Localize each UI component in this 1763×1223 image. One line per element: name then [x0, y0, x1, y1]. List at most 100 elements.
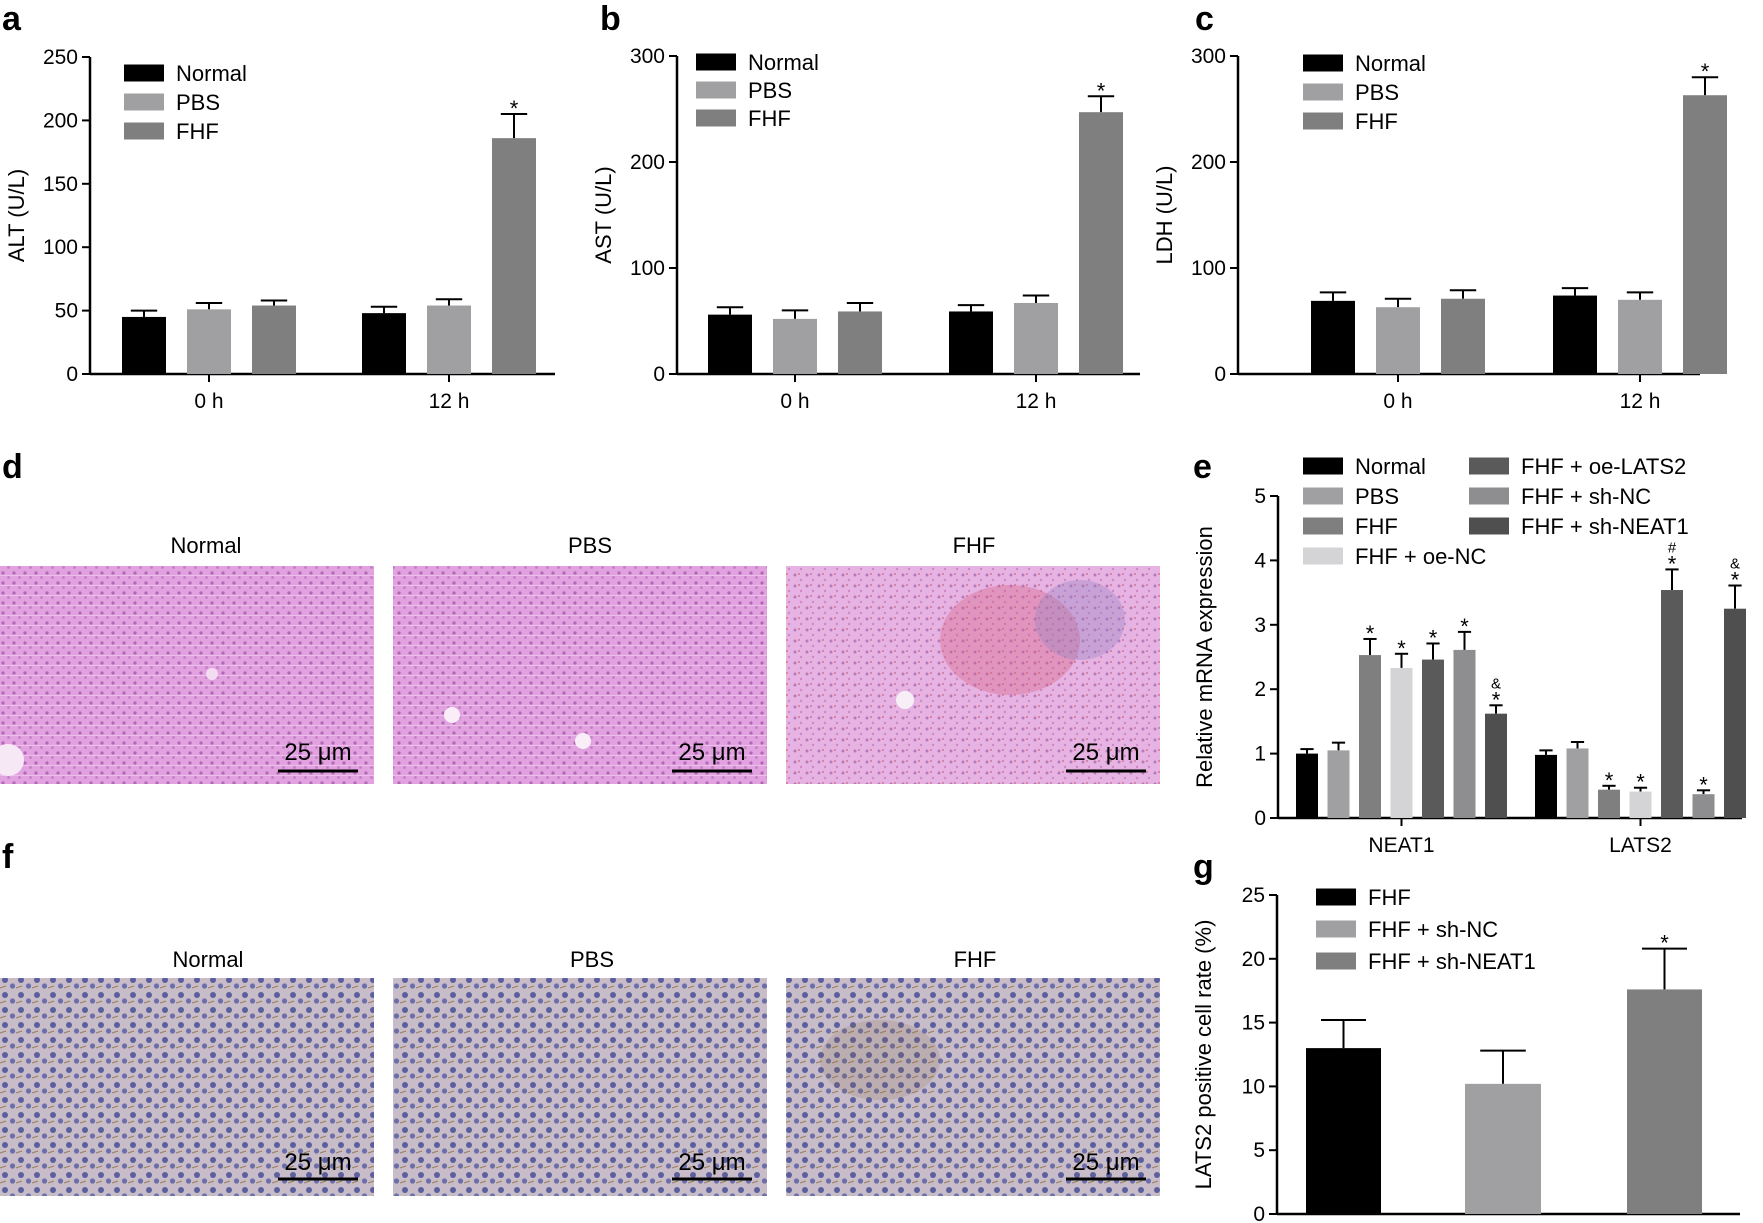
significance-mark: *	[1429, 625, 1438, 650]
y-tick-label: 200	[43, 109, 78, 132]
bar-fhf	[492, 138, 536, 374]
y-tick-label: 3	[1254, 614, 1266, 637]
bar-normal	[362, 313, 406, 374]
y-axis-label: Relative mRNA expression	[1192, 526, 1217, 788]
legend-swatch-fhf	[696, 109, 736, 127]
legend-label-fhf: FHF	[1368, 885, 1411, 910]
significance-mark: *	[1460, 614, 1469, 639]
scale-bar-label: 25 μm	[678, 1149, 745, 1176]
y-tick-label: 150	[43, 173, 78, 196]
he-micrograph-normal	[0, 566, 374, 784]
bar-fhf-sh-neat1	[1485, 713, 1507, 818]
bar-fhf-oe-lats2	[1422, 659, 1444, 818]
bar-fhf	[1359, 655, 1381, 818]
legend-swatch-fhf-sh-nc	[1316, 920, 1356, 938]
bar-fhf	[1441, 298, 1485, 374]
bar-normal	[1296, 753, 1318, 818]
bar-fhf	[838, 311, 882, 374]
y-tick-label: 100	[43, 236, 78, 259]
y-tick-label: 0	[1254, 807, 1266, 830]
panel-label-b: b	[600, 0, 621, 38]
significance-mark: *	[1699, 772, 1708, 797]
significance-mark: *	[1636, 770, 1645, 795]
he-micrograph-fhf	[786, 566, 1160, 784]
bar-fhf-sh-neat1	[1724, 608, 1746, 818]
ihc-micrograph-fhf	[786, 978, 1160, 1196]
significance-mark: *	[1366, 621, 1375, 646]
bar-fhf-sh-neat1	[1627, 989, 1702, 1214]
legend-label-pbs: PBS	[1355, 484, 1399, 509]
legend-swatch-fhf	[1303, 112, 1343, 130]
legend-label-fhf: FHF	[1355, 514, 1398, 539]
legend-swatch-normal	[1303, 457, 1343, 475]
scale-bar-label: 25 μm	[1072, 739, 1139, 766]
vessel-lumen	[896, 691, 914, 709]
legend-swatch-fhf	[1303, 517, 1343, 535]
panel-label-f: f	[2, 838, 14, 876]
bar-fhf	[1079, 112, 1123, 375]
legend-label-pbs: PBS	[176, 90, 220, 115]
legend-swatch-fhf-sh-neat1	[1469, 517, 1509, 535]
legend-label-normal: Normal	[748, 50, 819, 75]
bar-fhf	[1306, 1048, 1381, 1214]
legend-label-normal: Normal	[1355, 454, 1426, 479]
y-tick-label: 50	[55, 300, 78, 323]
bar-fhf-sh-nc	[1453, 649, 1476, 818]
ihc-micrograph-normal	[0, 978, 374, 1196]
legend-label-pbs: PBS	[1355, 80, 1399, 105]
legend-label-normal: Normal	[176, 61, 247, 86]
significance-mark: *	[1731, 568, 1740, 593]
y-tick-label: 0	[66, 363, 78, 386]
micrograph-panel-d: Normal PBS FHF 25 μm 25 μm 25 μm	[0, 533, 1160, 784]
x-tick-label: NEAT1	[1368, 834, 1434, 857]
scale-bar-label: 25 μm	[678, 739, 745, 766]
bar-fhf-sh-nc	[1692, 794, 1715, 818]
y-tick-label: 20	[1242, 948, 1265, 971]
significance-mark: *	[510, 96, 519, 121]
legend-label-pbs: PBS	[748, 78, 792, 103]
bar-fhf	[252, 305, 296, 374]
ihc-micrograph-pbs	[393, 978, 767, 1196]
bar-pbs	[187, 309, 231, 374]
legend-swatch-pbs	[124, 93, 164, 111]
significance-mark: &	[1491, 675, 1501, 692]
bar-normal	[1553, 295, 1597, 374]
y-tick-label: 1	[1254, 743, 1266, 766]
y-tick-label: 2	[1254, 678, 1266, 701]
panel-label-d: d	[2, 448, 23, 486]
scale-bar-label: 25 μm	[1072, 1149, 1139, 1176]
legend-swatch-fhf	[124, 122, 164, 140]
legend-swatch-fhf	[1316, 888, 1356, 906]
y-tick-label: 5	[1254, 485, 1266, 508]
y-tick-label: 25	[1242, 884, 1265, 907]
bar-pbs	[1376, 307, 1420, 374]
bar-fhf-oe-nc	[1629, 791, 1652, 818]
panel-label-g: g	[1193, 848, 1214, 886]
chart-lats2-positive-rate: 0 5 10 15 20 25 LATS2 positive cell rate (%) * F…	[1191, 884, 1740, 1223]
panel-label-e: e	[1193, 448, 1212, 486]
y-tick-label: 5	[1253, 1139, 1265, 1162]
significance-mark: *	[1668, 551, 1677, 576]
significance-mark: #	[1668, 539, 1677, 556]
y-tick-label: 300	[1191, 45, 1226, 68]
bar-fhf-oe-nc	[1390, 667, 1413, 818]
significance-mark: *	[1397, 636, 1406, 661]
x-tick-label: LATS2	[1609, 834, 1672, 857]
y-tick-label: 4	[1254, 549, 1266, 572]
y-tick-label: 0	[1214, 363, 1226, 386]
bar-pbs	[773, 318, 817, 374]
x-tick-label: 0 h	[194, 390, 223, 413]
y-tick-label: 100	[630, 257, 665, 280]
legend-label-fhf: FHF	[176, 119, 219, 144]
bar-normal	[708, 314, 752, 374]
x-tick-label: 12 h	[1016, 390, 1057, 413]
scale-bar-label: 25 μm	[284, 1149, 351, 1176]
y-tick-label: 200	[630, 151, 665, 174]
x-tick-label: 0 h	[780, 390, 809, 413]
bar-fhf	[1683, 95, 1727, 374]
bar-normal	[1535, 754, 1557, 818]
micrograph-title-normal: Normal	[173, 947, 244, 972]
legend-label-fhf-oe-lats2: FHF + oe-LATS2	[1521, 454, 1686, 479]
chart-ldh: 0 100 200 300 LDH (U/L) 0 h * 12 h Normal PBS FHF	[1152, 45, 1727, 413]
panel-label-c: c	[1195, 0, 1214, 38]
